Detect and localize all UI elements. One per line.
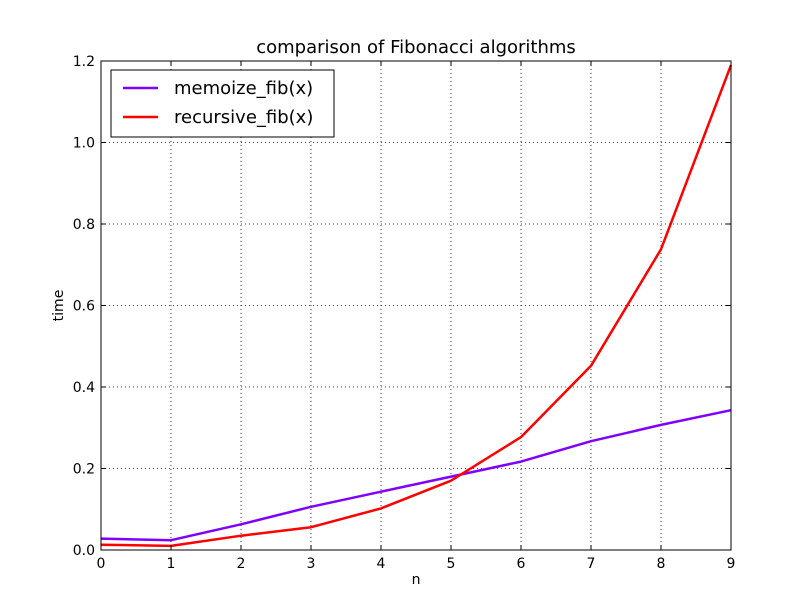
x-tick-label: 4	[377, 556, 386, 572]
x-tick-label: 0	[97, 556, 106, 572]
chart-title: comparison of Fibonacci algorithms	[256, 37, 576, 58]
legend-label-memoize: memoize_fib(x)	[174, 78, 313, 99]
series-line-recursive	[100, 64, 733, 548]
y-tick-label: 0.2	[73, 462, 95, 478]
x-axis-label: n	[412, 572, 421, 588]
y-tick-label: 0.8	[73, 217, 95, 233]
y-tick-label: 0.0	[73, 543, 95, 559]
legend-label-recursive: recursive_fib(x)	[174, 107, 313, 128]
legend-box	[110, 69, 335, 138]
y-tick-label: 0.6	[73, 299, 95, 315]
y-tick-label: 0.4	[73, 380, 95, 396]
series-line-memoize	[100, 408, 732, 542]
axis-ticks: 0 1 2 3 4 5 6 7 8 9 0.0 0.2 0.4 0.6 0.8 1.0 1.2	[73, 54, 736, 572]
x-tick-label: 1	[167, 556, 176, 572]
y-tick-label: 1.2	[73, 54, 95, 70]
x-tick-label: 3	[307, 556, 316, 572]
x-tick-label: 2	[237, 556, 246, 572]
x-tick-label: 6	[517, 556, 526, 572]
legend: memoize_fib(x) recursive_fib(x)	[110, 69, 335, 138]
x-tick-label: 9	[727, 556, 736, 572]
y-tick-label: 1.0	[73, 136, 95, 152]
x-tick-label: 8	[657, 556, 666, 572]
series-lines	[100, 64, 733, 548]
x-tick-label: 5	[447, 556, 456, 572]
y-axis-label: time	[51, 290, 67, 322]
x-tick-label: 7	[587, 556, 596, 572]
